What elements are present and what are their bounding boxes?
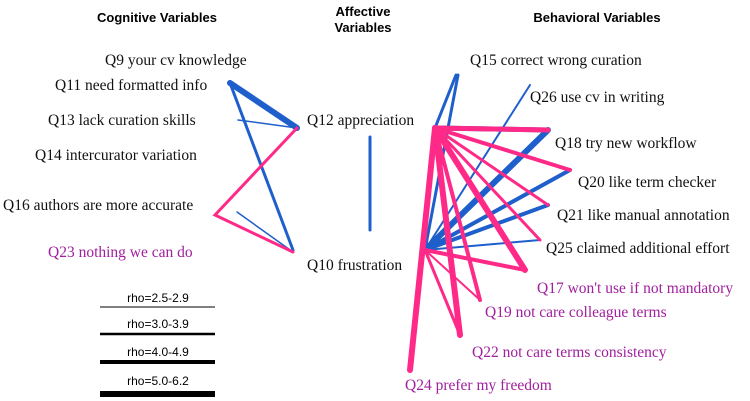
legend-label: rho=5.0-6.2 — [127, 374, 189, 388]
link — [227, 80, 300, 131]
node-label: Q21 like manual annotation — [557, 207, 730, 224]
node-label: Q22 not care terms consistency — [472, 344, 667, 361]
legend-label: rho=4.0-4.9 — [127, 345, 189, 359]
node-label: Q9 your cv knowledge — [105, 52, 247, 69]
link — [424, 239, 541, 251]
link — [432, 125, 551, 133]
node-label: Q24 prefer my freedom — [405, 377, 552, 394]
link — [407, 125, 438, 373]
node-label: Q11 need formatted info — [55, 77, 207, 94]
node-label: Q20 like term checker — [578, 174, 717, 191]
node-label: Q17 won't use if not mandatory — [537, 280, 733, 297]
link — [432, 125, 528, 273]
node-label: Q10 frustration — [307, 257, 402, 274]
link — [433, 73, 458, 130]
header: Behavioral Variables — [533, 10, 660, 25]
node-label: Q14 intercurator variation — [35, 147, 197, 164]
link — [433, 126, 550, 207]
link — [236, 211, 294, 253]
link — [237, 119, 298, 129]
legend-label: rho=2.5-2.9 — [127, 291, 189, 305]
legend: rho=2.5-2.9 rho=3.0-3.9 rho=4.0-4.9 rho=… — [100, 291, 215, 397]
node-label: Q25 claimed additional effort — [546, 240, 730, 257]
link — [433, 126, 572, 172]
link — [433, 126, 542, 242]
node-label: Q23 nothing we can do — [48, 244, 193, 261]
link — [432, 125, 463, 338]
node-label: Q12 appreciation — [307, 112, 414, 129]
legend-label: rho=3.0-3.9 — [127, 317, 189, 331]
node-label: Q18 try new workflow — [555, 135, 697, 152]
node-label: Q19 not care colleague terms — [485, 304, 667, 321]
header: Affective — [336, 4, 391, 19]
link — [423, 248, 462, 337]
node-label: Q16 authors are more accurate — [3, 197, 193, 214]
links — [212, 73, 572, 373]
link — [212, 126, 299, 254]
node-label: Q26 use cv in writing — [530, 89, 665, 106]
node-label: Q13 lack curation skills — [48, 112, 196, 129]
link — [433, 126, 482, 302]
header: Cognitive Variables — [97, 10, 217, 25]
link — [424, 84, 531, 251]
header: Variables — [334, 20, 391, 35]
link — [424, 249, 481, 301]
link — [423, 248, 527, 272]
link — [423, 203, 550, 252]
node-label: Q15 correct wrong curation — [470, 52, 642, 69]
